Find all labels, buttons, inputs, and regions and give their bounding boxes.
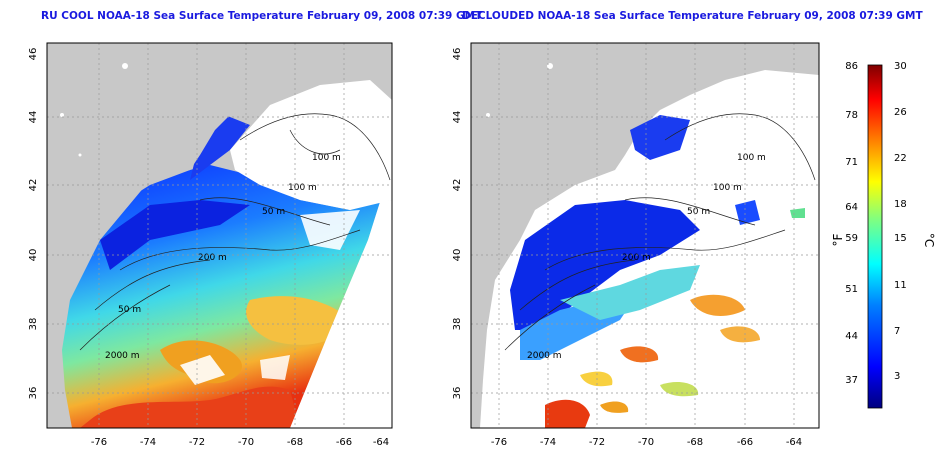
shelf-water [190, 115, 250, 180]
lat-tick: 42 [28, 179, 39, 192]
f-tick: 44 [845, 331, 858, 342]
contour-label: 100 m [288, 183, 317, 193]
coastline-land [471, 43, 819, 428]
warm-patch [545, 399, 590, 428]
gulf-of-maine [230, 80, 392, 210]
contour-label: 2000 m [105, 351, 140, 361]
depth-contours [79, 113, 391, 351]
c-tick: 15 [894, 233, 907, 244]
cloud-patch [180, 355, 225, 385]
f-tick: 71 [845, 157, 858, 168]
gridlines [471, 43, 819, 428]
shelf-water [735, 200, 760, 225]
lon-tick: -76 [91, 437, 107, 448]
contour-label: 100 m [713, 183, 742, 193]
lat-tick: 46 [452, 48, 463, 61]
f-tick: 37 [845, 375, 858, 386]
contour-labels: 100 m 100 m 50 m 200 m 2000 m [527, 153, 766, 361]
left-map-title: RU COOL NOAA-18 Sea Surface Temperature … [41, 10, 483, 22]
lon-tick: -72 [589, 437, 605, 448]
lon-tick: -66 [336, 437, 352, 448]
lat-tick: 44 [452, 111, 463, 124]
lat-tick: 40 [452, 249, 463, 262]
warm-patch [720, 326, 760, 343]
c-tick: 26 [894, 107, 907, 118]
c-tick: 3 [894, 371, 900, 382]
lat-tick: 42 [452, 179, 463, 192]
lon-tick: -70 [238, 437, 254, 448]
lat-tick: 38 [452, 318, 463, 331]
contour-labels: 100 m 100 m 50 m 200 m 50 m 2000 m [105, 153, 341, 361]
contour-label: 200 m [198, 253, 227, 263]
map-frame [46, 42, 393, 429]
lat-tick: 38 [28, 318, 39, 331]
lon-tick: -72 [189, 437, 205, 448]
warm-patch [790, 208, 805, 218]
shelf-water [630, 115, 690, 160]
c-tick: 11 [894, 280, 907, 291]
lon-tick: -74 [540, 437, 556, 448]
lon-axis: -76 -74 -72 -70 -68 -66 -64 [91, 437, 389, 448]
contour-label: 2000 m [527, 351, 562, 361]
contour-label: 100 m [737, 153, 766, 163]
lon-tick: -66 [737, 437, 753, 448]
lat-tick: 36 [28, 387, 39, 400]
right-map-panel: 100 m 100 m 50 m 200 m 2000 m 46 44 42 4… [452, 42, 820, 448]
contour-label: 50 m [262, 207, 285, 217]
lon-tick: -70 [638, 437, 654, 448]
c-tick: 7 [894, 326, 900, 337]
contour-label: 50 m [687, 207, 710, 217]
right-map-title: DECLOUDED NOAA-18 Sea Surface Temperatur… [462, 10, 923, 22]
lon-tick: -64 [786, 437, 802, 448]
colorbar-c-ticks: 30 26 22 18 15 11 7 3 [894, 61, 907, 382]
cloud-patch [300, 210, 360, 250]
c-tick: 18 [894, 199, 907, 210]
lat-axis: 46 44 42 40 38 36 [28, 48, 39, 400]
left-map-panel: 100 m 100 m 50 m 200 m 50 m 2000 m 46 44… [28, 42, 393, 448]
map-frame [470, 42, 820, 429]
colorbar-gradient [867, 64, 883, 409]
contour-label: 50 m [118, 305, 141, 315]
cloud-patch [260, 355, 290, 380]
slope-water [560, 265, 700, 320]
contour-label: 200 m [622, 253, 651, 263]
warm-patch [690, 294, 745, 316]
gridlines [47, 43, 392, 428]
contour-label: 100 m [312, 153, 341, 163]
colorbar-f-ticks: 86 78 71 64 59 51 44 37 [845, 61, 858, 386]
c-tick: 30 [894, 61, 907, 72]
lon-tick: -68 [287, 437, 303, 448]
shelf-water [100, 200, 250, 270]
coastline-land [47, 43, 392, 428]
colorbar: 86 78 71 64 59 51 44 37 30 26 22 18 15 1… [831, 61, 936, 409]
f-unit-label: °F [831, 233, 845, 246]
lon-tick: -64 [373, 437, 389, 448]
lat-axis: 46 44 42 40 38 36 [452, 48, 463, 400]
no-data-area [290, 200, 392, 428]
f-tick: 86 [845, 61, 858, 72]
gulf-stream-warm [80, 386, 300, 428]
warm-patch [660, 381, 699, 397]
f-tick: 51 [845, 284, 858, 295]
f-tick: 78 [845, 110, 858, 121]
lon-tick: -76 [491, 437, 507, 448]
lat-tick: 46 [28, 48, 39, 61]
f-tick: 59 [845, 233, 858, 244]
c-unit-label: °C [922, 233, 936, 247]
warm-eddy [246, 296, 350, 345]
warm-patch [600, 401, 629, 413]
lon-tick: -74 [140, 437, 156, 448]
c-tick: 22 [894, 153, 907, 164]
warm-patch [620, 346, 659, 363]
f-tick: 64 [845, 202, 858, 213]
warm-patch [580, 371, 613, 387]
lon-tick: -68 [687, 437, 703, 448]
lat-tick: 40 [28, 249, 39, 262]
lat-tick: 44 [28, 111, 39, 124]
lon-axis: -76 -74 -72 -70 -68 -66 -64 [491, 437, 802, 448]
lat-tick: 36 [452, 387, 463, 400]
